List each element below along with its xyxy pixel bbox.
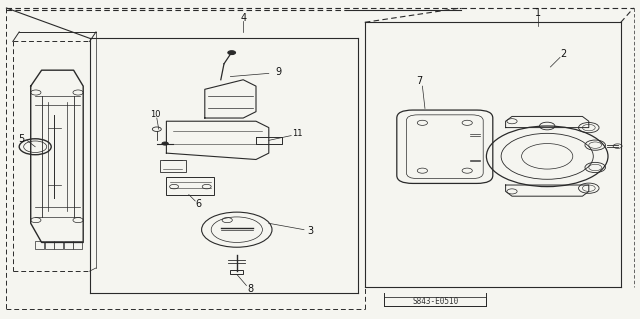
Bar — [384, 297, 486, 306]
Text: 10: 10 — [150, 110, 160, 119]
Bar — [64, 241, 73, 249]
Text: S843-E0510: S843-E0510 — [412, 297, 458, 306]
Circle shape — [162, 142, 168, 145]
Bar — [230, 270, 243, 274]
Text: 8: 8 — [248, 284, 254, 294]
Text: 7: 7 — [416, 76, 422, 86]
Bar — [160, 160, 186, 172]
Text: 4: 4 — [240, 12, 246, 23]
Bar — [54, 241, 63, 249]
Text: 3: 3 — [307, 226, 314, 236]
Text: 5: 5 — [18, 134, 24, 144]
Text: 9: 9 — [275, 67, 282, 78]
Bar — [35, 241, 44, 249]
Text: 1: 1 — [534, 8, 541, 18]
Text: 2: 2 — [560, 49, 566, 59]
Bar — [73, 241, 82, 249]
Circle shape — [228, 51, 236, 55]
Bar — [166, 177, 214, 195]
Text: 11: 11 — [292, 130, 303, 138]
Text: 6: 6 — [195, 199, 202, 209]
Bar — [45, 241, 54, 249]
